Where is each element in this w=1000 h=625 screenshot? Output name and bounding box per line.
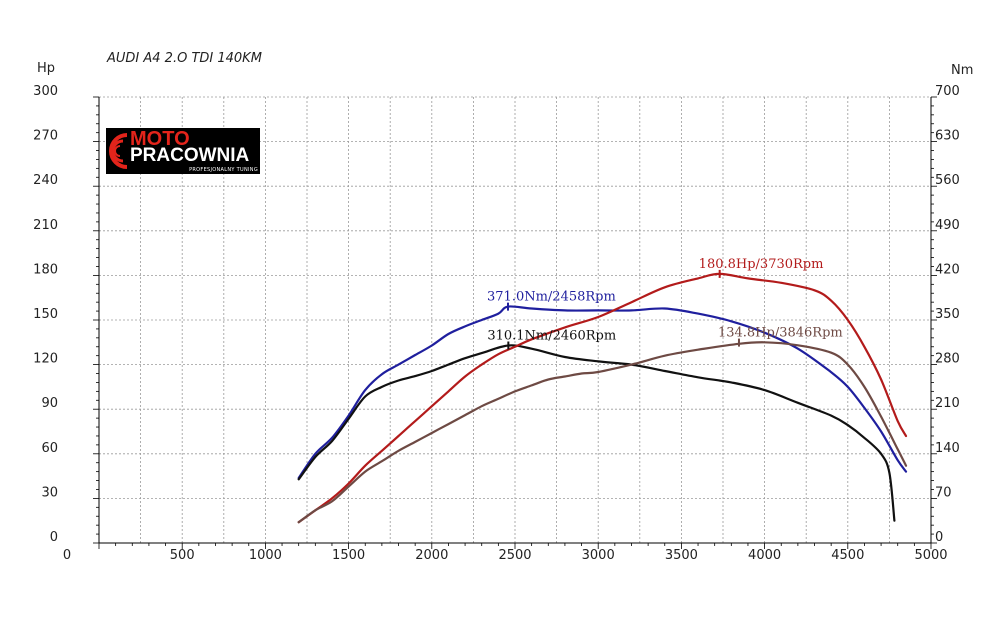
chart-title: AUDI A4 2.O TDI 140KM: [106, 51, 262, 66]
series-line-3: [297, 272, 908, 524]
y-right-tick-label: 490: [935, 218, 960, 233]
y-left-tick-label: 210: [33, 218, 58, 233]
y-left-tick-label: 240: [33, 173, 58, 188]
logo-mark-icon: [109, 133, 128, 169]
grid: [99, 96, 931, 543]
y-right-tick-label: 0: [935, 530, 943, 545]
x-tick-label: 500: [170, 548, 195, 563]
y-left-tick-label: 60: [41, 441, 58, 456]
series-line-1: [297, 305, 908, 480]
y-left-tick-label: 90: [41, 396, 58, 411]
labels-group: 371.0Nm/2458Rpm 310.1Nm/2460Rpm 180.8Hp/37…: [487, 257, 843, 350]
x-tick-label: 3000: [582, 548, 615, 563]
series-line-4: [297, 341, 908, 524]
y-left-tick-label: 150: [33, 307, 58, 322]
x-tick-label: 2500: [498, 548, 531, 563]
annotation-label-2: 310.1Nm/2460Rpm: [487, 328, 616, 343]
logo-line2: PRACOWNIA: [130, 145, 250, 166]
annotation-label-1: 371.0Nm/2458Rpm: [487, 290, 616, 305]
x-tick-label: 5000: [914, 548, 947, 563]
y-right-tick-label: 70: [935, 485, 952, 500]
y-right-tick-label: 210: [935, 396, 960, 411]
y-left-unit: Hp: [37, 61, 55, 76]
y-left-tick-label: 270: [33, 129, 58, 144]
y-right-tick-label: 420: [935, 262, 960, 277]
y-left-tick-label: 30: [41, 485, 58, 500]
y-right-unit: Nm: [951, 63, 973, 78]
y-right-tick-label: 630: [935, 129, 960, 144]
y-right-tick-label: 280: [935, 352, 960, 367]
y-right-tick-label: 700: [935, 84, 960, 99]
y-right-tick-label: 140: [935, 441, 960, 456]
y-left-tick-label: 120: [33, 352, 58, 367]
x-tick-label: 2000: [415, 548, 448, 563]
annotation-label-4: 134.8Hp/3846Rpm: [718, 326, 843, 341]
x-tick-label: 3500: [665, 548, 698, 563]
moto-pracownia-logo: MOTO PRACOWNIA PROFESJONALNY TUNING: [106, 128, 260, 174]
x-tick-label: 4000: [748, 548, 781, 563]
y-left-tick-label: 0: [50, 530, 58, 545]
x-tick-label: 4500: [831, 548, 864, 563]
x-tick-label: 1500: [332, 548, 365, 563]
series-line-2: [297, 344, 896, 522]
logo-tagline: PROFESJONALNY TUNING: [189, 167, 258, 173]
y-right-tick-label: 560: [935, 173, 960, 188]
y-right-tick-label: 350: [935, 307, 960, 322]
x-tick-label: 0: [63, 548, 71, 563]
y-left-tick-label: 180: [33, 262, 58, 277]
y-left-tick-label: 300: [33, 84, 58, 99]
logo-line1: MOTO: [130, 128, 190, 150]
x-tick-label: 1000: [249, 548, 282, 563]
annotation-label-3: 180.8Hp/3730Rpm: [699, 257, 824, 272]
series-group: [297, 272, 908, 524]
